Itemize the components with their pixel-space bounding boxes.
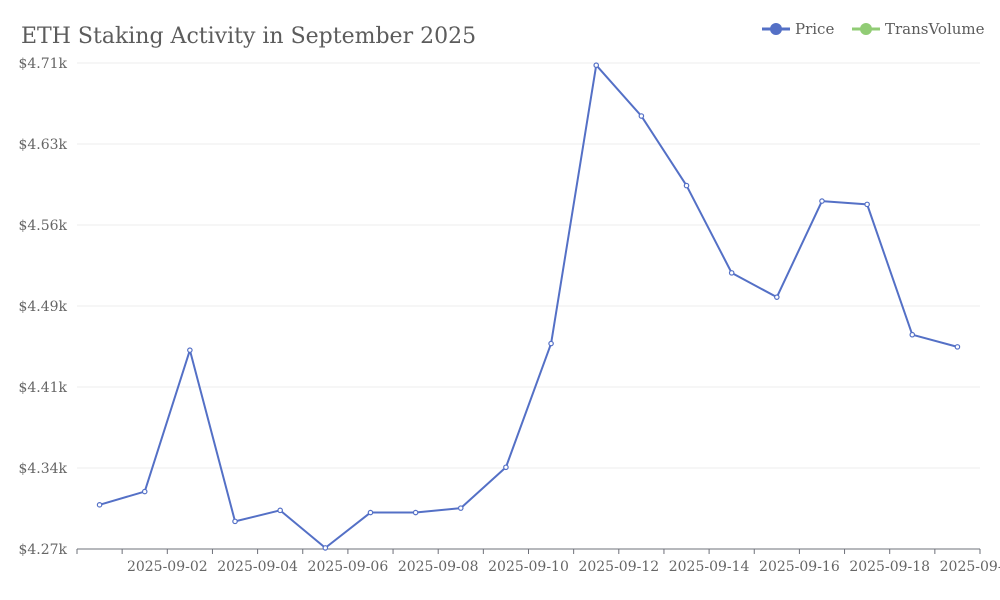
data-point-price[interactable] <box>96 502 103 508</box>
data-point-price[interactable] <box>367 509 374 516</box>
x-tick-label: 2025-09-16 <box>759 559 840 575</box>
data-point-price[interactable] <box>774 294 780 300</box>
x-tick-label: 2025-09-12 <box>578 559 659 575</box>
grid-lines <box>77 62 980 469</box>
data-point-price[interactable] <box>187 347 193 353</box>
x-axis: 2025-09-02 2025-09-04 2025-09-06 2025-09-08… <box>76 548 1000 575</box>
data-point-price[interactable] <box>548 340 554 347</box>
y-tick-label: $4.56k <box>18 218 67 234</box>
legend-transvolume-label: TransVolume <box>885 20 985 38</box>
data-point-price[interactable] <box>141 488 148 495</box>
data-point-price[interactable] <box>909 331 916 338</box>
legend-price-label: Price <box>795 20 834 38</box>
x-tick-label: 2025-09-10 <box>488 559 569 575</box>
x-tick-label: 2025-09-08 <box>398 559 479 575</box>
x-tick-label: 2025-09-14 <box>669 559 750 575</box>
series-line-price <box>99 64 958 549</box>
y-tick-label: $4.71k <box>18 56 67 72</box>
data-point-price[interactable] <box>232 518 238 525</box>
y-tick-label: $4.63k <box>18 137 67 153</box>
data-point-price[interactable] <box>638 113 645 119</box>
data-point-price[interactable] <box>593 62 600 69</box>
legend: Price TransVolume <box>762 20 985 38</box>
x-tick-label: 2025-09-20 <box>940 559 1000 575</box>
x-tick-label: 2025-09-18 <box>849 559 930 575</box>
x-tick-label: 2025-09-02 <box>127 559 208 575</box>
y-tick-label: $4.34k <box>18 461 67 477</box>
legend-item-transvolume[interactable]: TransVolume <box>852 20 985 38</box>
series-layer <box>96 62 961 551</box>
x-tick-label: 2025-09-06 <box>308 559 389 575</box>
data-point-price[interactable] <box>819 198 825 204</box>
data-point-price[interactable] <box>457 505 464 511</box>
legend-price-marker <box>770 23 782 35</box>
chart-title: ETH Staking Activity in September 2025 <box>21 24 476 49</box>
y-tick-label: $4.41k <box>18 380 67 396</box>
data-point-price[interactable] <box>277 507 283 514</box>
legend-item-price[interactable]: Price <box>762 20 834 38</box>
data-point-price[interactable] <box>954 344 961 350</box>
data-point-price[interactable] <box>503 464 509 471</box>
y-tick-label: $4.49k <box>18 299 67 315</box>
data-point-price[interactable] <box>412 509 419 516</box>
y-axis: $4.27k $4.34k $4.41k $4.49k $4.56k $4.63k $4.7… <box>18 56 67 558</box>
x-tick-label: 2025-09-04 <box>217 559 298 575</box>
data-point-price[interactable] <box>683 182 690 189</box>
data-point-price[interactable] <box>864 201 870 208</box>
legend-transvolume-marker <box>860 23 872 35</box>
data-point-price[interactable] <box>322 545 329 551</box>
data-point-price[interactable] <box>728 270 735 276</box>
y-tick-label: $4.27k <box>18 542 67 558</box>
